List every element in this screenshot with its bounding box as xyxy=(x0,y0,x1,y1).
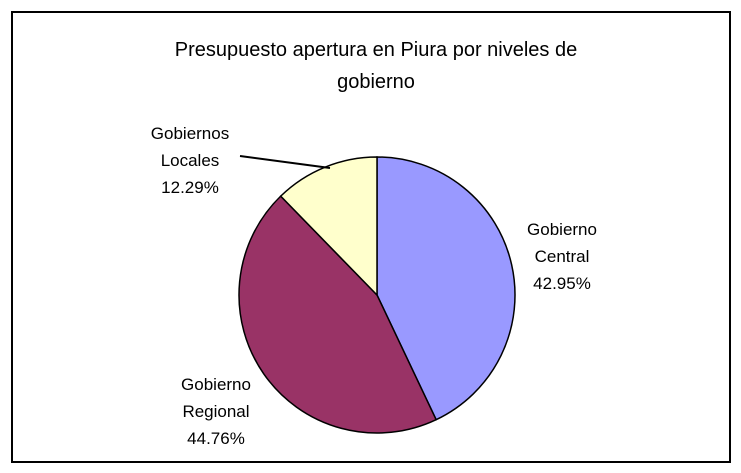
category-label: Gobierno Central xyxy=(527,220,597,266)
pie-slice xyxy=(376,156,516,421)
chart-title: Presupuesto apertura en Piura por nivele… xyxy=(174,39,578,93)
category-label: Gobierno Regional xyxy=(181,375,251,421)
slice-label: Gobierno Central 42.95% xyxy=(507,216,617,297)
leader-line xyxy=(239,155,331,169)
category-label: Gobiernos Locales xyxy=(150,124,230,170)
value-label: 12.29% xyxy=(161,178,219,197)
pie-slice xyxy=(238,195,438,434)
value-label: 42.95% xyxy=(533,274,591,293)
slice-label: Gobierno Regional 44.76% xyxy=(161,371,271,452)
slice-label: Gobiernos Locales 12.29% xyxy=(135,120,245,201)
value-label: 44.76% xyxy=(187,429,245,448)
